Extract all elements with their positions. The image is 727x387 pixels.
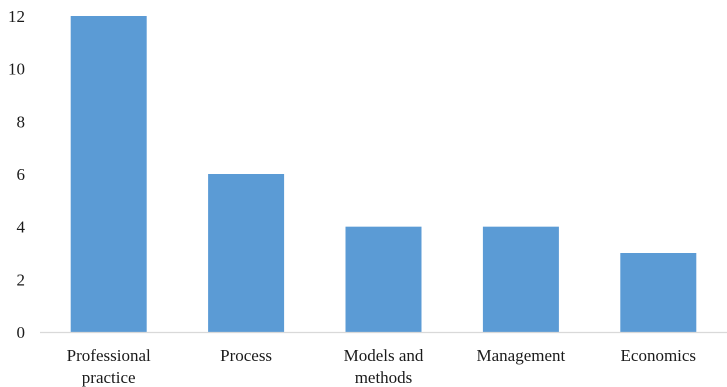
x-axis-labels: Professional practice Process Models and met…	[67, 346, 696, 387]
y-tick-label: 6	[17, 165, 26, 184]
x-tick-label: Professional practice	[67, 346, 151, 387]
bar-process	[208, 174, 285, 332]
x-tick-label: Process	[220, 346, 272, 365]
x-tick-label: Models and methods	[344, 346, 424, 387]
y-tick-label: 8	[17, 112, 26, 131]
bar-professional-practice	[70, 16, 147, 332]
y-tick-label: 4	[17, 218, 26, 237]
bar-management	[482, 226, 559, 332]
y-tick-label: 12	[8, 7, 25, 26]
x-tick-label: Economics	[621, 346, 697, 365]
y-tick-label: 0	[17, 323, 26, 342]
y-tick-label: 2	[17, 270, 26, 289]
y-axis-ticks: 0 2 4 6 8 10 12	[8, 7, 26, 342]
bars	[70, 16, 697, 332]
bar-models-and-methods	[345, 226, 422, 332]
bar-economics	[620, 253, 697, 332]
x-tick-label: Management	[477, 346, 566, 365]
y-tick-label: 10	[8, 60, 25, 79]
